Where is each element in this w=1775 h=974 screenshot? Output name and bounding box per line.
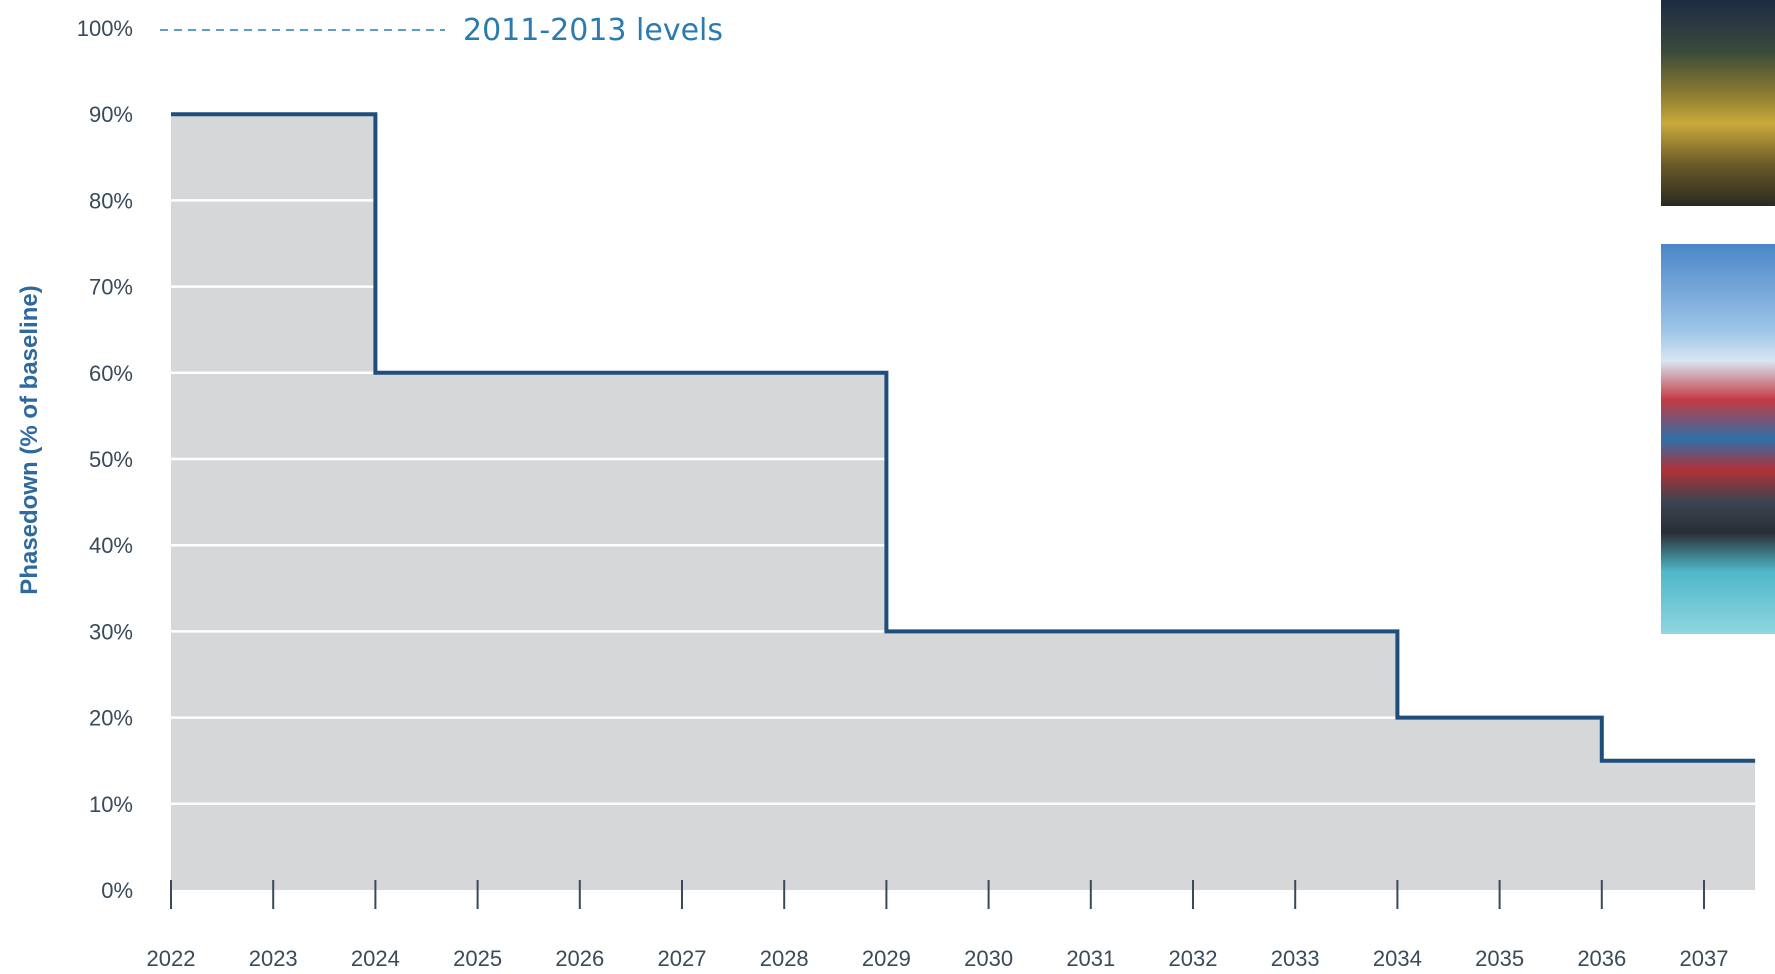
container-ship-photo bbox=[1661, 244, 1775, 634]
y-tick-label: 40% bbox=[89, 533, 133, 558]
x-axis: 2022 2023 2024 2025 2026 2027 2028 2029 2030 2031… bbox=[147, 880, 1729, 971]
y-tick-label: 20% bbox=[89, 706, 133, 731]
x-tick-label: 2032 bbox=[1169, 946, 1218, 971]
y-tick-label: 60% bbox=[89, 361, 133, 386]
x-tick-label: 2023 bbox=[249, 946, 298, 971]
x-tick-label: 2025 bbox=[453, 946, 502, 971]
phasedown-area bbox=[171, 114, 1756, 890]
x-tick-label: 2024 bbox=[351, 946, 400, 971]
y-axis: 0% 10% 20% 30% 40% 50% 60% 70% 80% 90% 100% bbox=[77, 16, 133, 903]
x-tick-label: 2034 bbox=[1373, 946, 1422, 971]
x-tick-label: 2031 bbox=[1066, 946, 1115, 971]
phasedown-step-line bbox=[171, 112, 1756, 763]
y-tick-label: 0% bbox=[101, 878, 133, 903]
y-tick-label: 50% bbox=[89, 447, 133, 472]
y-tick-label: 90% bbox=[89, 102, 133, 127]
x-tick-label: 2027 bbox=[658, 946, 707, 971]
y-axis-label: Phasedown (% of baseline) bbox=[16, 285, 43, 594]
y-tick-label: 70% bbox=[89, 275, 133, 300]
x-tick-label: 2033 bbox=[1271, 946, 1320, 971]
x-tick-label: 2035 bbox=[1475, 946, 1524, 971]
y-tick-label: 30% bbox=[89, 619, 133, 644]
x-tick-label: 2029 bbox=[862, 946, 911, 971]
x-tick-label: 2037 bbox=[1680, 946, 1729, 971]
y-tick-label: 100% bbox=[77, 16, 133, 41]
x-tick-label: 2028 bbox=[760, 946, 809, 971]
x-tick-label: 2036 bbox=[1577, 946, 1626, 971]
x-tick-label: 2022 bbox=[147, 946, 196, 971]
x-tick-label: 2030 bbox=[964, 946, 1013, 971]
x-tick-label: 2026 bbox=[555, 946, 604, 971]
refinery-photo bbox=[1661, 0, 1775, 206]
baseline-label: 2011-2013 levels bbox=[463, 13, 723, 48]
y-tick-label: 10% bbox=[89, 792, 133, 817]
y-tick-label: 80% bbox=[89, 188, 133, 213]
